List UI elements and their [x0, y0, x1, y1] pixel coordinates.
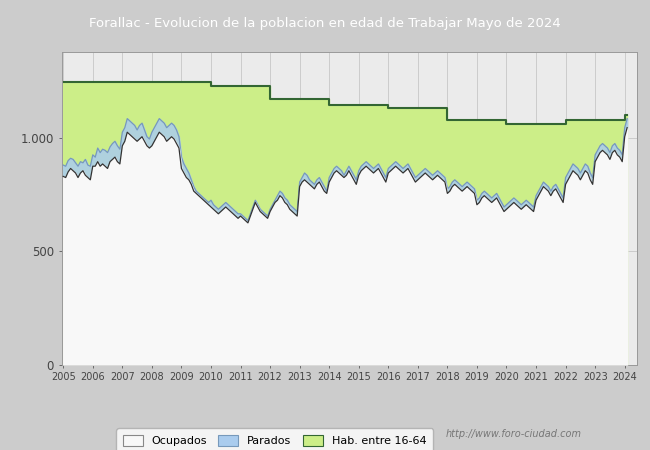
Text: http://www.foro-ciudad.com: http://www.foro-ciudad.com [445, 429, 581, 439]
Legend: Ocupados, Parados, Hab. entre 16-64: Ocupados, Parados, Hab. entre 16-64 [116, 428, 433, 450]
Text: Forallac - Evolucion de la poblacion en edad de Trabajar Mayo de 2024: Forallac - Evolucion de la poblacion en … [89, 17, 561, 30]
